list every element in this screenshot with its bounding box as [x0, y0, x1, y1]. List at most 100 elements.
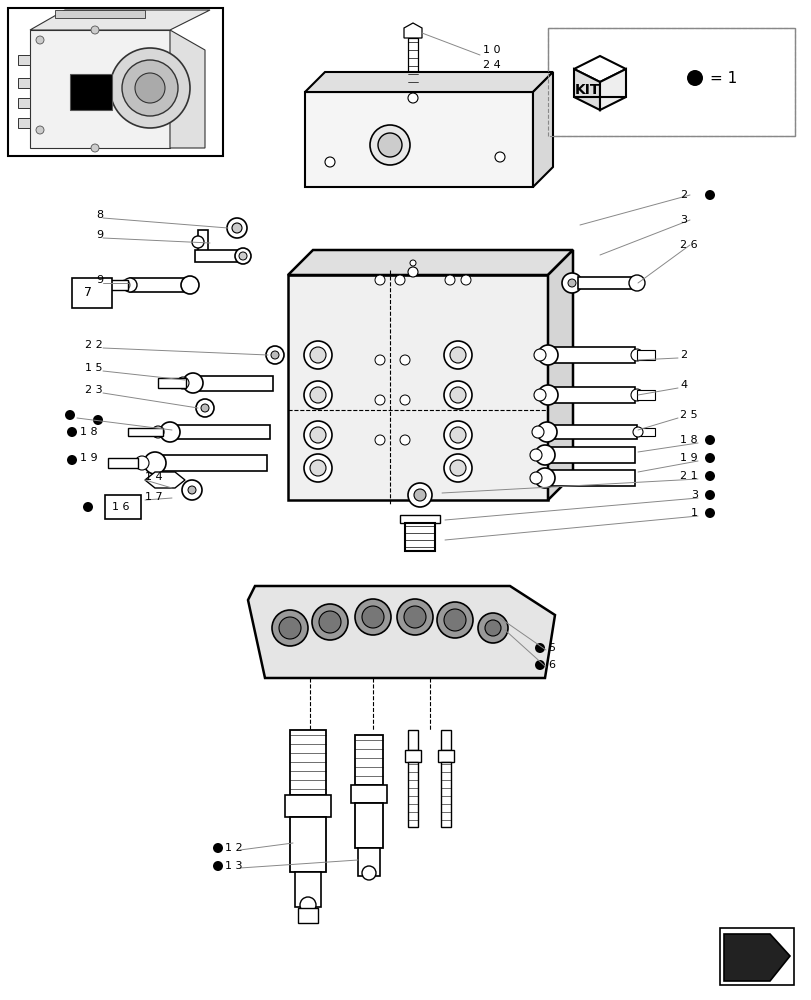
Bar — [305, 92, 532, 187]
Polygon shape — [723, 934, 789, 981]
Circle shape — [449, 387, 466, 403]
Bar — [72, 76, 109, 108]
Bar — [440, 762, 450, 827]
Text: 1 2: 1 2 — [225, 843, 242, 853]
Circle shape — [444, 341, 471, 369]
Text: 9: 9 — [96, 275, 103, 285]
Bar — [169, 425, 270, 439]
Text: 3: 3 — [690, 490, 697, 500]
Bar — [719, 928, 793, 985]
Bar — [440, 730, 450, 750]
Bar — [18, 55, 30, 65]
Bar — [294, 872, 320, 907]
Bar — [100, 280, 128, 290]
Polygon shape — [573, 56, 625, 82]
Bar — [18, 118, 30, 128]
Circle shape — [495, 152, 504, 162]
Bar — [18, 98, 30, 108]
Circle shape — [534, 468, 554, 488]
Polygon shape — [404, 23, 422, 38]
Text: KIT: KIT — [574, 83, 600, 97]
Circle shape — [449, 427, 466, 443]
Polygon shape — [532, 72, 552, 187]
Text: 2 5: 2 5 — [679, 410, 697, 420]
Text: 1: 1 — [690, 508, 697, 518]
Circle shape — [182, 373, 203, 393]
Text: 1 0: 1 0 — [483, 45, 500, 55]
Text: 1 9: 1 9 — [80, 453, 97, 463]
Circle shape — [370, 125, 410, 165]
Circle shape — [400, 435, 410, 445]
Bar — [405, 750, 420, 762]
Circle shape — [704, 453, 714, 463]
Bar — [8, 8, 223, 156]
Bar — [407, 730, 418, 750]
Text: 2 6: 2 6 — [679, 240, 697, 250]
Polygon shape — [599, 69, 625, 110]
Circle shape — [561, 273, 581, 293]
Polygon shape — [573, 69, 599, 110]
Circle shape — [234, 248, 251, 264]
Circle shape — [67, 427, 77, 437]
Circle shape — [36, 126, 44, 134]
Circle shape — [375, 395, 384, 405]
Circle shape — [324, 157, 335, 167]
Circle shape — [400, 395, 410, 405]
Bar — [544, 470, 634, 486]
Bar — [437, 750, 453, 762]
Text: 2: 2 — [679, 350, 686, 360]
Circle shape — [83, 502, 93, 512]
Polygon shape — [305, 72, 552, 92]
Bar — [547, 425, 636, 439]
Circle shape — [362, 866, 375, 880]
Circle shape — [629, 275, 644, 291]
Bar — [544, 447, 634, 463]
Circle shape — [271, 351, 279, 359]
Circle shape — [188, 486, 195, 494]
Text: 1 8: 1 8 — [680, 435, 697, 445]
Bar — [155, 455, 267, 471]
Circle shape — [414, 489, 426, 501]
Circle shape — [633, 427, 642, 437]
Circle shape — [303, 421, 332, 449]
Circle shape — [530, 449, 541, 461]
Bar — [354, 735, 383, 785]
Circle shape — [227, 218, 247, 238]
Polygon shape — [547, 250, 573, 500]
Circle shape — [407, 267, 418, 277]
Circle shape — [530, 472, 541, 484]
Circle shape — [65, 410, 75, 420]
Bar — [354, 803, 383, 848]
Circle shape — [303, 341, 332, 369]
Circle shape — [303, 454, 332, 482]
Circle shape — [91, 144, 99, 152]
Circle shape — [378, 133, 401, 157]
Circle shape — [310, 347, 325, 363]
Circle shape — [299, 897, 315, 913]
Bar — [285, 795, 331, 817]
Bar — [549, 347, 634, 363]
Circle shape — [266, 346, 284, 364]
Text: 2 1: 2 1 — [680, 471, 697, 481]
Circle shape — [538, 385, 557, 405]
Text: 1 9: 1 9 — [680, 453, 697, 463]
Circle shape — [135, 456, 148, 470]
Text: 1 6: 1 6 — [112, 502, 130, 512]
Circle shape — [91, 26, 99, 34]
Circle shape — [449, 460, 466, 476]
Circle shape — [375, 355, 384, 365]
Circle shape — [531, 426, 543, 438]
Text: 1 7: 1 7 — [145, 492, 162, 502]
Circle shape — [375, 435, 384, 445]
Bar — [636, 390, 654, 400]
Bar — [18, 78, 30, 88]
Circle shape — [536, 422, 556, 442]
Circle shape — [181, 276, 199, 294]
Bar — [55, 10, 145, 18]
Circle shape — [201, 404, 208, 412]
Circle shape — [444, 381, 471, 409]
Circle shape — [152, 426, 164, 438]
Circle shape — [534, 643, 544, 653]
Bar — [72, 278, 112, 308]
Bar — [288, 275, 547, 500]
